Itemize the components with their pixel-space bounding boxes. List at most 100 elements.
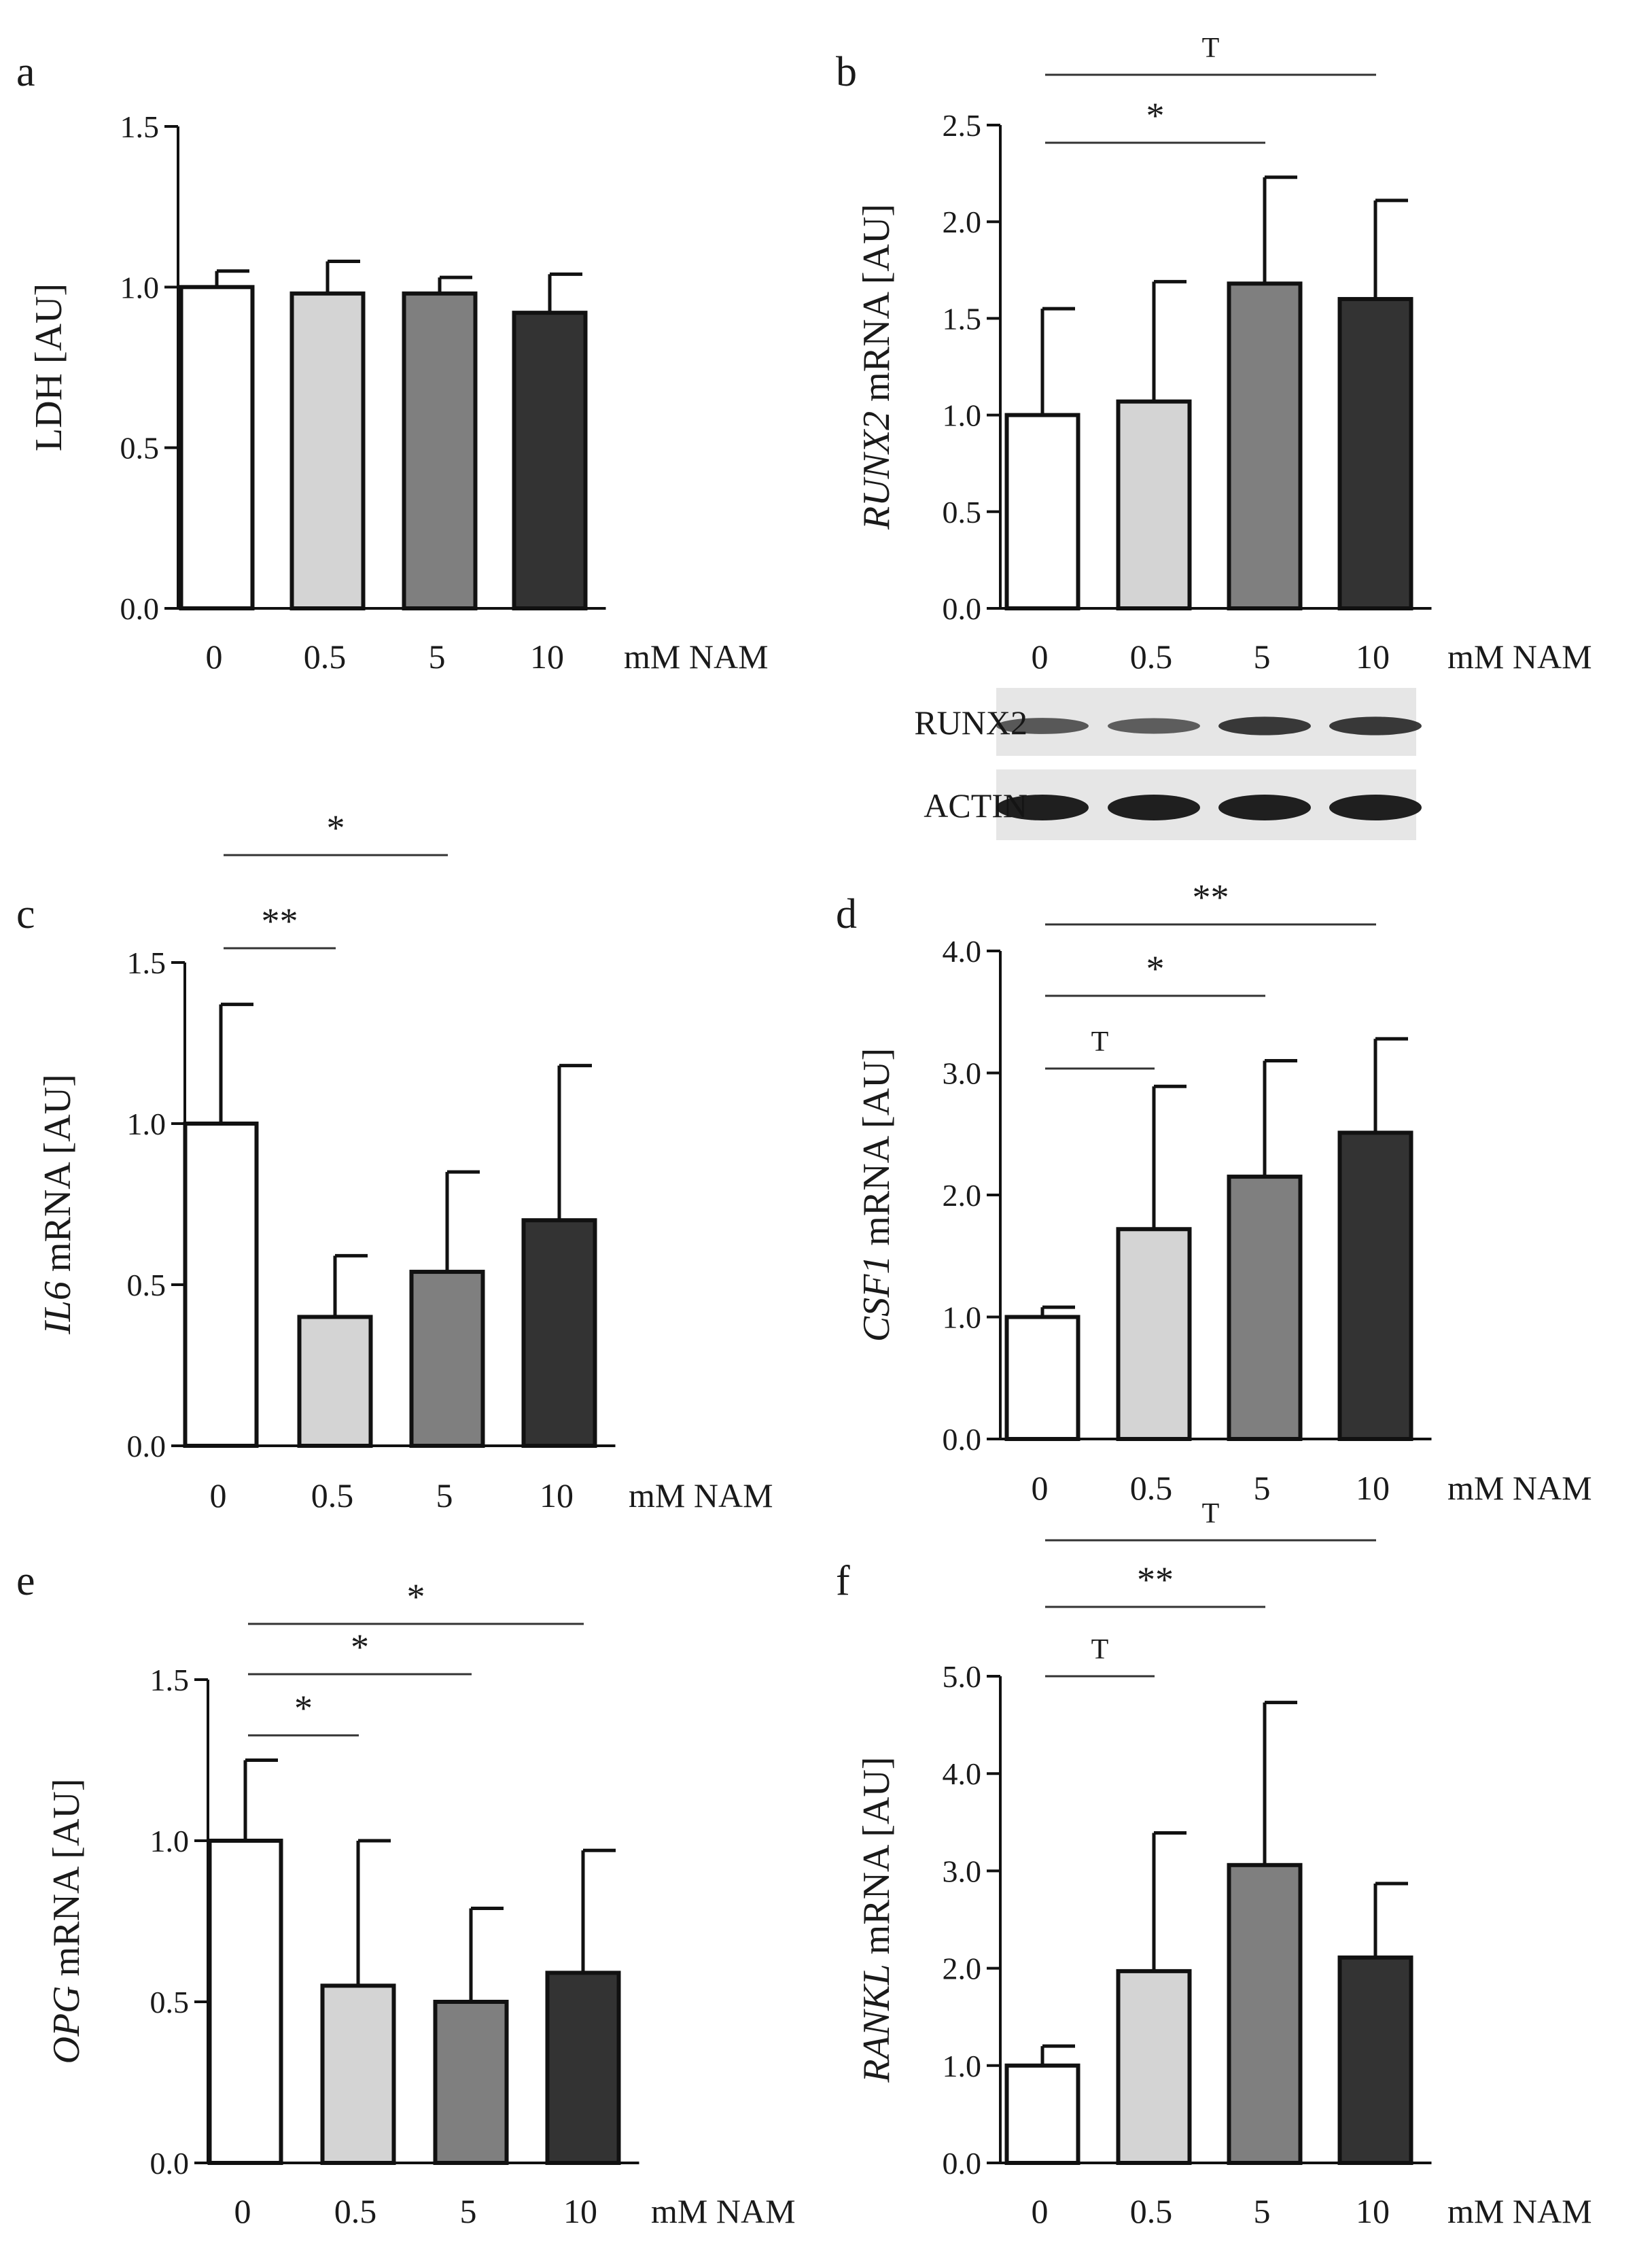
x-axis-unit-d: mM NAM bbox=[1447, 1469, 1592, 1507]
significance-label-f: T bbox=[1091, 1634, 1109, 1665]
panel-letter-a: a bbox=[16, 49, 35, 95]
panel-a: a 0.0 0.5 1.0 1.5 LDH [AU] 0 0.5 5 10 mM NAM bbox=[16, 49, 769, 676]
bar-a bbox=[179, 285, 255, 610]
blot-band bbox=[996, 718, 1089, 734]
significance-label-e: * bbox=[294, 1688, 313, 1729]
bar-a bbox=[402, 291, 478, 610]
y-tick-label-e: 0.5 bbox=[150, 1985, 190, 2019]
panel-letter-c: c bbox=[16, 891, 35, 937]
blot-band bbox=[996, 795, 1089, 820]
x-tick-label-d: 10 bbox=[1356, 1469, 1390, 1507]
panel-letter-b: b bbox=[836, 49, 857, 95]
x-tick-label-f: 0.5 bbox=[1130, 2192, 1173, 2230]
bar-f bbox=[1337, 1955, 1413, 2165]
y-tick-label-f: 1.0 bbox=[943, 2049, 982, 2083]
panel-c: c 0.0 0.5 1.0 1.5 IL6 mRNA [AU] 0 0.5 5 10 mM NAM *… bbox=[16, 808, 773, 1514]
x-tick-label-b: 0 bbox=[1032, 638, 1049, 676]
y-tick-label-a: 1.5 bbox=[120, 109, 160, 144]
significance-label-e: * bbox=[351, 1627, 369, 1667]
y-axis-label-gene-b: RUNX2 bbox=[856, 411, 898, 530]
panel-letter-e: e bbox=[16, 1558, 35, 1604]
y-axis-label-c: IL6 mRNA [AU] bbox=[37, 1074, 79, 1335]
y-axis-label-b: RUNX2 mRNA [AU] bbox=[856, 204, 898, 530]
y-axis-label-unit-e: mRNA [AU] bbox=[46, 1779, 88, 1986]
y-tick-label-b: 0.5 bbox=[943, 495, 982, 530]
y-axis-label-gene-d: CSF1 bbox=[856, 1255, 898, 1342]
blot-band bbox=[1218, 716, 1311, 735]
y-axis-label-unit-b: mRNA [AU] bbox=[856, 204, 898, 411]
x-tick-label-c: 0.5 bbox=[311, 1476, 354, 1514]
y-axis-label-unit-a: LDH [AU] bbox=[28, 283, 70, 451]
y-axis-label-unit-c: mRNA [AU] bbox=[37, 1074, 79, 1281]
y-tick-label-f: 2.0 bbox=[943, 1952, 982, 1986]
y-axis-label-a: LDH [AU] bbox=[28, 283, 70, 451]
x-tick-label-a: 5 bbox=[429, 638, 446, 676]
y-tick-label-d: 4.0 bbox=[943, 934, 982, 969]
x-tick-label-b: 0.5 bbox=[1130, 638, 1173, 676]
significance-label-c: * bbox=[327, 808, 345, 848]
bar-e bbox=[433, 2000, 509, 2165]
y-tick-label-c: 1.5 bbox=[127, 946, 166, 980]
x-axis-unit-e: mM NAM bbox=[651, 2192, 796, 2230]
x-axis-unit-f: mM NAM bbox=[1447, 2192, 1592, 2230]
y-tick-label-b: 2.5 bbox=[943, 108, 982, 143]
x-tick-label-f: 0 bbox=[1032, 2192, 1049, 2230]
x-tick-label-e: 5 bbox=[460, 2192, 477, 2230]
x-tick-label-e: 10 bbox=[563, 2192, 597, 2230]
significance-label-b: * bbox=[1146, 95, 1165, 136]
bar-f bbox=[1227, 1862, 1303, 2166]
x-tick-label-b: 5 bbox=[1254, 638, 1271, 676]
y-axis-label-unit-f: mRNA [AU] bbox=[856, 1756, 898, 1964]
x-axis-unit-a: mM NAM bbox=[624, 638, 769, 676]
x-tick-label-d: 0.5 bbox=[1130, 1469, 1173, 1507]
y-tick-label-d: 0.0 bbox=[943, 1422, 982, 1457]
x-axis-unit-b: mM NAM bbox=[1447, 638, 1592, 676]
bar-b bbox=[1227, 281, 1303, 610]
bar-b bbox=[1116, 399, 1192, 611]
significance-label-d: ** bbox=[1193, 877, 1229, 918]
y-axis-label-gene-e: OPG bbox=[46, 1986, 88, 2064]
y-tick-label-f: 4.0 bbox=[943, 1756, 982, 1791]
bar-b bbox=[1004, 413, 1080, 610]
significance-label-f: ** bbox=[1137, 1559, 1174, 1600]
bar-e bbox=[320, 1983, 396, 2166]
significance-label-d: T bbox=[1091, 1026, 1109, 1058]
panel-e: e 0.0 0.5 1.0 1.5 OPG mRNA [AU] 0 0.5 5 10 mM NAM *… bbox=[16, 1558, 796, 2230]
blot-band bbox=[1108, 718, 1200, 734]
y-tick-label-c: 0.0 bbox=[127, 1429, 166, 1463]
blot-band bbox=[1329, 795, 1422, 820]
x-tick-label-c: 10 bbox=[540, 1476, 574, 1514]
x-tick-label-c: 0 bbox=[210, 1476, 227, 1514]
significance-label-b: T bbox=[1202, 33, 1220, 64]
y-axis-label-gene-f: RANKL bbox=[856, 1964, 898, 2083]
bar-c bbox=[183, 1122, 259, 1448]
y-tick-label-d: 1.0 bbox=[943, 1300, 982, 1335]
bar-d bbox=[1227, 1175, 1303, 1441]
significance-label-e: * bbox=[407, 1576, 425, 1617]
bar-c bbox=[409, 1270, 485, 1449]
y-tick-label-b: 1.0 bbox=[943, 398, 982, 433]
y-tick-label-d: 3.0 bbox=[943, 1056, 982, 1091]
y-axis-label-gene-c: IL6 bbox=[37, 1281, 79, 1335]
y-axis-label-e: OPG mRNA [AU] bbox=[46, 1779, 88, 2064]
bar-a bbox=[512, 311, 588, 610]
y-tick-label-f: 0.0 bbox=[943, 2146, 982, 2181]
panel-letter-d: d bbox=[836, 891, 857, 937]
bar-b bbox=[1337, 296, 1413, 610]
y-tick-label-e: 0.0 bbox=[150, 2146, 190, 2181]
blot-band bbox=[1108, 795, 1200, 820]
y-tick-label-a: 0.5 bbox=[120, 431, 160, 466]
x-tick-label-e: 0.5 bbox=[334, 2192, 377, 2230]
bar-f bbox=[1116, 1969, 1192, 2165]
bar-d bbox=[1337, 1130, 1413, 1441]
y-axis-label-d: CSF1 mRNA [AU] bbox=[856, 1048, 898, 1342]
y-tick-label-c: 1.0 bbox=[127, 1107, 166, 1141]
bar-a bbox=[289, 291, 366, 610]
y-tick-label-a: 1.0 bbox=[120, 270, 160, 305]
y-tick-label-e: 1.5 bbox=[150, 1663, 190, 1697]
x-tick-label-a: 0.5 bbox=[304, 638, 347, 676]
panel-f: f 0.0 1.0 2.0 3.0 4.0 5.0 RANKL mRNA [AU] 0 0.5 5 1… bbox=[836, 1498, 1592, 2230]
y-axis-label-unit-d: mRNA [AU] bbox=[856, 1048, 898, 1255]
bar-f bbox=[1004, 2063, 1080, 2166]
